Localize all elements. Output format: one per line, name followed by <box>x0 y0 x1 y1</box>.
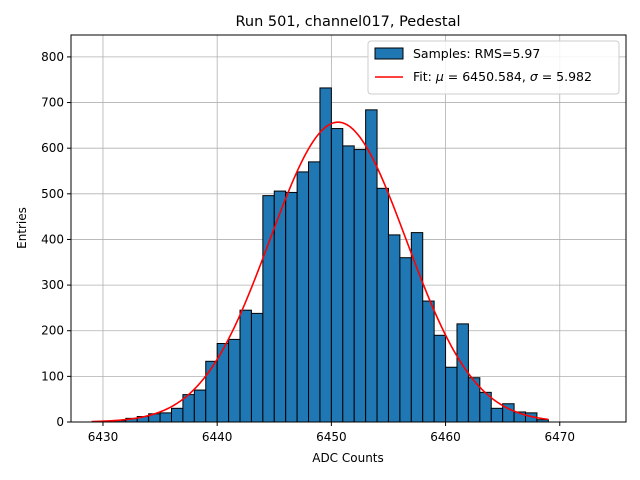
y-tick-label: 800 <box>41 50 64 64</box>
histogram-bar <box>193 389 207 423</box>
histogram-bar <box>399 257 412 423</box>
legend-fit-label: Fit: μ = 6450.584, σ = 5.982 <box>413 69 592 84</box>
histogram-bar <box>490 407 504 423</box>
legend-fit-mu-symbol: μ <box>435 69 444 84</box>
histogram-bar <box>445 366 458 423</box>
y-tick-label: 100 <box>41 369 64 383</box>
x-tick-label: 6460 <box>430 430 461 444</box>
legend-samples-swatch <box>374 47 404 60</box>
chart-title: Run 501, channel017, Pedestal <box>235 14 460 30</box>
histogram-bar <box>308 161 321 423</box>
legend-samples-label: Samples: RMS=5.97 <box>413 46 540 61</box>
histogram-bar <box>422 300 435 423</box>
fit-curve <box>91 121 549 423</box>
histogram-bar <box>330 128 344 423</box>
histogram-bar <box>456 323 469 423</box>
y-tick-label: 200 <box>41 324 64 338</box>
histogram-bar <box>319 87 332 423</box>
y-tick-label: 400 <box>41 232 64 246</box>
legend-box <box>367 40 620 95</box>
histogram-bar <box>342 145 355 423</box>
histogram-bar <box>376 187 389 423</box>
histogram-bar <box>353 149 367 423</box>
x-tick-label: 6430 <box>88 430 119 444</box>
plot-frame <box>70 34 627 423</box>
legend: Samples: RMS=5.97 Fit: μ = 6450.584, σ =… <box>367 40 620 95</box>
legend-fit-sigma-symbol: σ <box>530 69 539 84</box>
histogram-bar <box>250 312 264 423</box>
y-axis-label: Entries <box>15 207 29 249</box>
legend-fit-sigma-value: = 5.982 <box>538 69 592 84</box>
histogram-bar <box>387 234 401 423</box>
histogram-bar <box>228 338 241 423</box>
histogram-bar <box>296 171 310 423</box>
histogram-bar <box>410 232 424 423</box>
legend-fit-mu-value: = 6450.584, <box>444 69 530 84</box>
y-tick-label: 500 <box>41 187 64 201</box>
x-tick-label: 6470 <box>544 430 575 444</box>
y-tick-label: 700 <box>41 96 64 110</box>
x-tick-label: 6440 <box>202 430 233 444</box>
y-axis-ticks: 0 100 200 300 400 500 600 700 800 <box>41 50 71 429</box>
x-axis-label: ADC Counts <box>312 451 384 465</box>
y-tick-label: 300 <box>41 278 64 292</box>
histogram-bar <box>262 195 275 423</box>
legend-fit-prefix: Fit: <box>413 69 436 84</box>
histogram-bar <box>205 360 218 423</box>
histogram-bar <box>159 412 172 423</box>
histogram-bars <box>113 87 549 423</box>
y-tick-label: 0 <box>56 415 64 429</box>
histogram-bar <box>170 407 184 423</box>
histogram-bar <box>239 309 252 423</box>
x-axis-ticks: 6430 6440 6450 6460 6470 <box>88 422 575 444</box>
x-tick-label: 6450 <box>316 430 347 444</box>
y-tick-label: 600 <box>41 141 64 155</box>
histogram-bar <box>285 191 298 423</box>
histogram-bar <box>433 334 447 423</box>
